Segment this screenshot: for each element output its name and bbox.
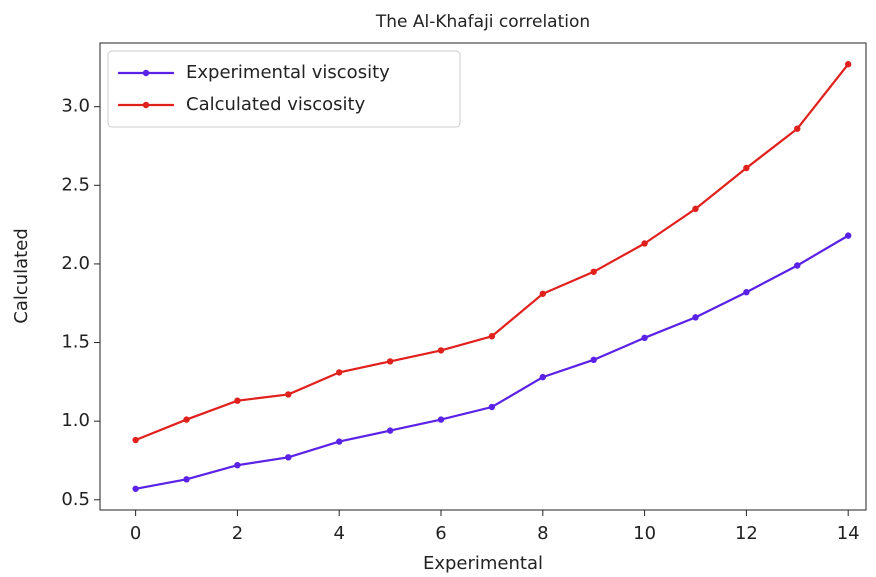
data-point	[386, 358, 394, 365]
data-point	[437, 416, 445, 423]
data-point	[844, 61, 852, 68]
data-point	[488, 333, 496, 340]
data-point	[692, 205, 699, 213]
data-point	[183, 416, 190, 423]
data-point	[285, 391, 292, 398]
x-tick-label: 2	[232, 523, 243, 544]
x-tick-label: 4	[333, 523, 344, 544]
y-tick-label: 2.5	[61, 174, 90, 195]
data-point	[794, 125, 801, 132]
y-tick-label: 1.5	[61, 332, 90, 353]
data-point	[641, 334, 648, 342]
data-point	[488, 403, 496, 411]
x-tick-label: 6	[435, 523, 446, 544]
legend-label: Experimental viscosity	[186, 62, 390, 83]
data-point	[743, 164, 750, 172]
y-tick-label: 0.5	[61, 489, 90, 510]
x-tick-label: 10	[633, 523, 656, 544]
data-point	[234, 461, 241, 469]
data-point	[336, 369, 343, 376]
y-axis-label: Calculated	[11, 228, 32, 324]
data-point	[234, 397, 241, 404]
x-tick-label: 12	[735, 523, 758, 544]
data-point	[132, 436, 139, 444]
data-point	[437, 347, 445, 354]
data-point	[336, 438, 343, 445]
y-tick-label: 2.0	[61, 253, 90, 274]
data-point	[539, 290, 547, 297]
data-point	[794, 262, 801, 269]
x-axis-label: Experimental	[423, 553, 543, 574]
plot-frame	[99, 42, 867, 511]
data-point	[844, 232, 852, 239]
data-point	[590, 356, 597, 364]
data-point	[692, 314, 699, 321]
data-point	[132, 485, 139, 492]
legend-marker	[142, 69, 150, 77]
data-point	[539, 373, 547, 381]
legend-marker	[142, 101, 150, 109]
x-tick-label: 0	[130, 523, 141, 544]
data-point	[641, 240, 648, 247]
chart-title: The Al-Khafaji correlation	[375, 12, 590, 32]
data-point	[285, 454, 292, 461]
data-point	[743, 289, 750, 296]
x-tick-label: 14	[837, 523, 860, 544]
data-point	[183, 476, 190, 483]
legend-box	[107, 50, 461, 128]
y-tick-label: 1.0	[61, 410, 90, 431]
data-point	[386, 427, 394, 434]
x-tick-label: 8	[537, 523, 548, 544]
legend-label: Calculated viscosity	[186, 94, 366, 115]
data-point	[590, 268, 597, 275]
y-tick-label: 3.0	[61, 96, 90, 117]
